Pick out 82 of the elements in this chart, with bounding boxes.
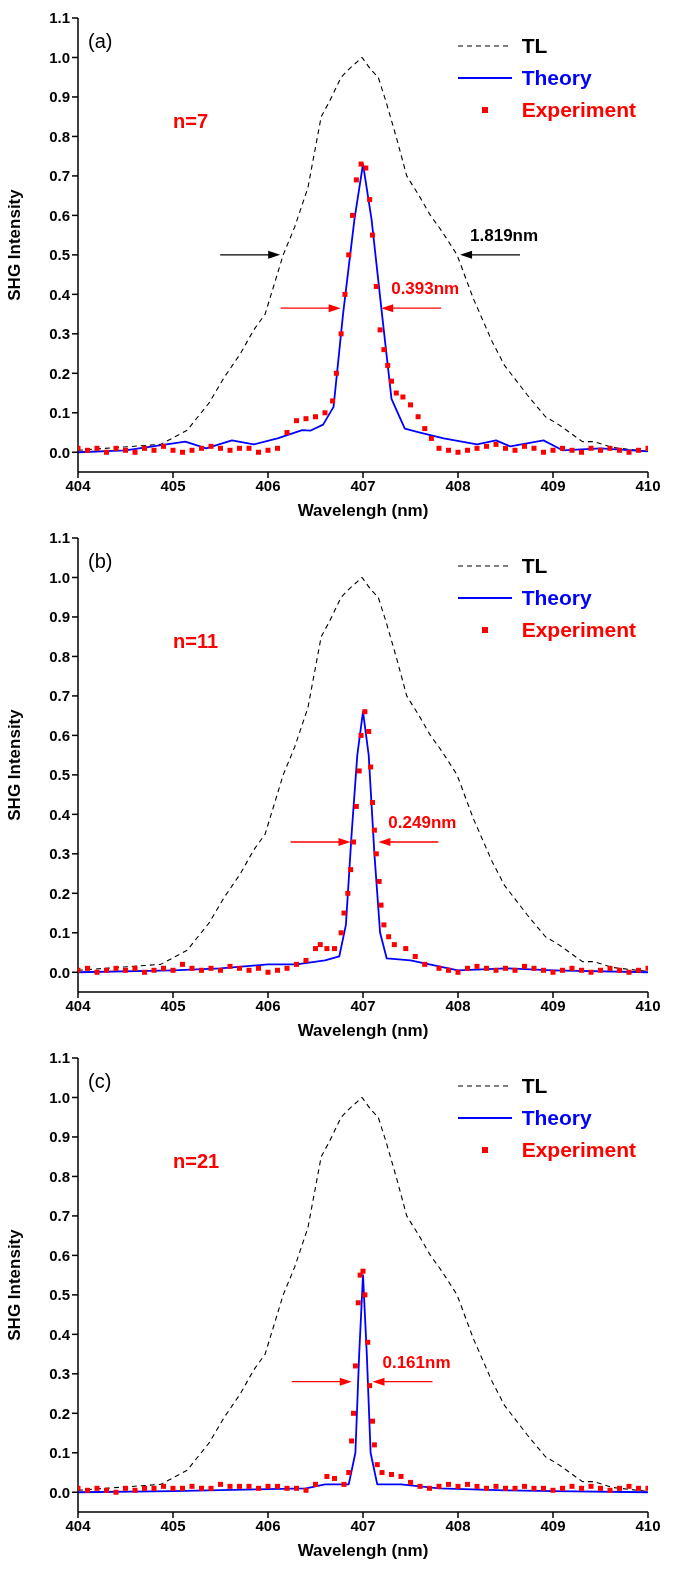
x-tick-label: 405 [160,1516,186,1534]
x-tick-label: 409 [540,1516,566,1534]
annotation: n=21 [173,1150,220,1172]
y-tick-label: 0.1 [49,1444,70,1462]
y-tick-label: 0.3 [49,325,70,343]
y-tick-label: 1.1 [49,529,70,547]
y-tick-label: 1.1 [49,9,70,27]
y-tick-label: 0.0 [49,1483,70,1501]
y-tick-label: 0.4 [49,1325,71,1343]
y-tick-label: 0.6 [49,1246,70,1264]
y-tick-label: 0.8 [49,1167,70,1185]
y-tick-label: 0.6 [49,726,70,744]
legend-label: Theory [521,586,592,610]
y-tick-label: 0.8 [49,127,70,145]
y-tick-label: 0.7 [49,1207,70,1225]
legend-label: Theory [521,66,592,90]
y-tick-label: 0.2 [49,884,70,902]
x-tick-label: 405 [160,996,186,1014]
x-tick-label: 406 [255,1516,281,1534]
x-tick-label: 408 [445,996,471,1014]
y-tick-label: 1.0 [49,1088,70,1106]
y-tick-label: 0.3 [49,1365,70,1383]
y-tick-label: 0.4 [49,805,71,823]
y-tick-label: 0.9 [49,88,70,106]
annotation: 0.393nm [391,279,460,299]
x-tick-label: 408 [445,476,471,494]
x-tick-label: 406 [255,996,281,1014]
y-tick-label: 0.1 [49,924,70,942]
y-tick-label: 0.7 [49,167,70,185]
y-tick-label: 0.8 [49,647,70,665]
y-tick-label: 0.5 [49,246,70,264]
y-axis-title: SHG Intensity [5,188,25,301]
annotation: n=11 [173,630,219,652]
y-tick-label: 0.0 [49,443,70,461]
annotation: (a) [88,30,113,52]
y-tick-label: 0.3 [49,845,70,863]
annotation: (b) [88,550,113,572]
annotation: n=7 [173,110,209,132]
y-tick-label: 0.2 [49,364,70,382]
x-tick-label: 404 [65,996,92,1014]
x-tick-label: 410 [635,996,661,1014]
y-tick-label: 0.5 [49,1286,70,1304]
y-tick-label: 1.0 [49,568,70,586]
y-tick-label: 0.6 [49,206,70,224]
legend-label: TL [521,554,548,578]
y-tick-label: 1.1 [49,1049,70,1067]
x-tick-label: 409 [540,476,566,494]
legend-label: TL [521,34,548,58]
annotation: 0.161nm [382,1352,451,1372]
x-tick-label: 406 [255,476,281,494]
y-tick-label: 0.4 [49,285,71,303]
x-tick-label: 408 [445,1516,471,1534]
x-tick-label: 404 [65,1516,92,1534]
annotation: 1.819nm [470,225,539,245]
x-axis-title: Wavelengh (nm) [297,501,429,520]
x-tick-label: 404 [65,476,92,494]
annotation: (c) [88,1070,112,1092]
legend-label: TL [521,1074,548,1098]
x-tick-label: 410 [635,476,661,494]
x-tick-label: 405 [160,476,186,494]
y-tick-label: 0.2 [49,1404,70,1422]
y-axis-title: SHG Intensity [5,708,25,821]
y-tick-label: 0.1 [49,404,70,422]
annotation: 0.249nm [388,812,457,832]
y-tick-label: 0.9 [49,1128,70,1146]
x-tick-label: 407 [350,1516,376,1534]
legend-label: Experiment [521,618,636,642]
x-tick-label: 407 [350,996,376,1014]
legend-label: Experiment [521,1138,636,1162]
y-tick-label: 1.0 [49,48,70,66]
y-tick-label: 0.0 [49,963,70,981]
x-tick-label: 410 [635,1516,661,1534]
legend-label: Experiment [521,98,636,122]
y-tick-label: 0.7 [49,687,70,705]
x-axis-title: Wavelengh (nm) [297,1021,429,1040]
y-tick-label: 0.5 [49,766,70,784]
x-tick-label: 407 [350,476,376,494]
y-tick-label: 0.9 [49,608,70,626]
x-tick-label: 409 [540,996,566,1014]
legend-label: Theory [521,1106,592,1130]
x-axis-title: Wavelengh (nm) [297,1541,429,1560]
y-axis-title: SHG Intensity [5,1228,25,1341]
